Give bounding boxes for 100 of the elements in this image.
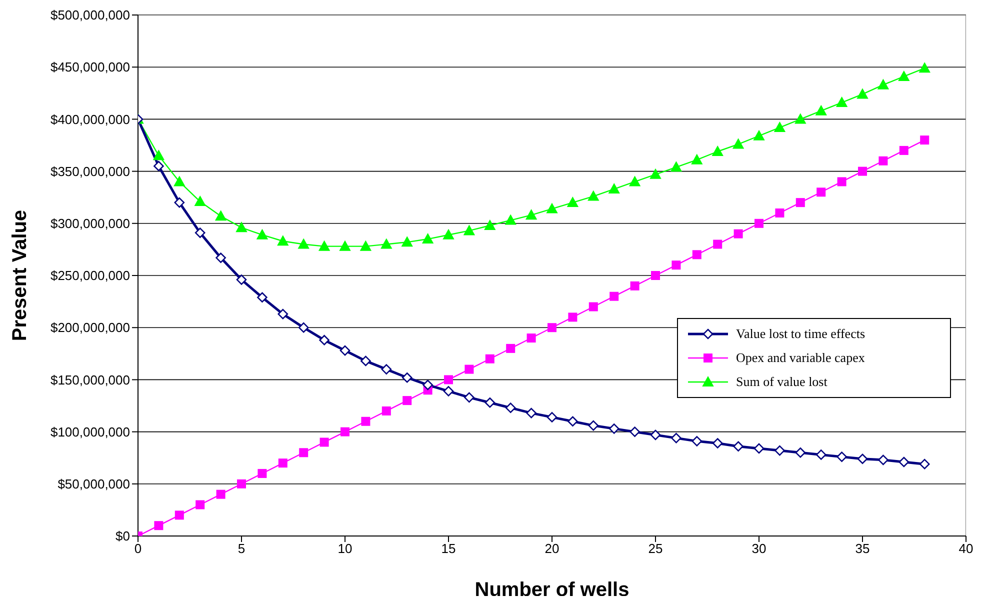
point — [319, 334, 330, 346]
point — [692, 436, 702, 446]
point — [174, 510, 184, 520]
point — [670, 162, 682, 172]
point — [899, 146, 908, 155]
point — [464, 392, 474, 403]
point — [381, 364, 392, 374]
y-axis-title: Present Value — [9, 210, 31, 342]
point — [402, 372, 412, 383]
point — [485, 354, 494, 364]
point — [154, 160, 164, 172]
point — [216, 490, 226, 499]
point — [857, 88, 868, 99]
point — [216, 252, 226, 263]
y-tick-label: $500,000,000 — [50, 8, 130, 23]
y-tick-label: $200,000,000 — [50, 320, 130, 336]
point — [878, 79, 889, 90]
legend-label: Value lost to time effects — [736, 326, 866, 342]
point — [236, 222, 247, 232]
point — [237, 479, 246, 488]
point — [567, 197, 578, 208]
legend-label: Opex and variable capex — [736, 350, 865, 366]
point — [153, 150, 164, 160]
point — [733, 441, 744, 452]
point — [795, 447, 806, 458]
point — [174, 176, 185, 186]
point — [671, 432, 682, 444]
legend-label: Sum of value lost — [736, 374, 828, 390]
y-tick-label: $150,000,000 — [50, 372, 130, 388]
point — [816, 105, 827, 116]
point — [298, 238, 310, 249]
point — [857, 454, 868, 464]
point — [320, 438, 329, 447]
point — [650, 168, 661, 179]
point — [546, 412, 558, 422]
point — [774, 122, 786, 132]
x-tick-label: 30 — [752, 541, 766, 556]
point — [610, 292, 619, 301]
point — [257, 292, 268, 303]
point — [878, 454, 888, 466]
point — [568, 416, 578, 427]
point — [402, 236, 413, 247]
y-tick-label: $300,000,000 — [50, 216, 130, 232]
point — [194, 228, 206, 238]
y-tick-label: $350,000,000 — [50, 164, 130, 179]
point — [732, 138, 744, 149]
point — [651, 271, 660, 280]
point — [382, 406, 391, 416]
point — [318, 240, 330, 251]
point — [546, 203, 558, 214]
x-tick-label: 35 — [855, 541, 870, 556]
point — [858, 166, 867, 176]
x-tick-label: 10 — [338, 541, 352, 556]
point — [402, 396, 412, 406]
point — [278, 308, 288, 320]
point — [836, 452, 847, 462]
y-tick-label: $450,000,000 — [50, 60, 130, 75]
point — [526, 408, 536, 418]
point — [919, 62, 930, 73]
y-tick-label: $400,000,000 — [50, 112, 130, 127]
point — [692, 250, 702, 260]
point — [256, 229, 268, 240]
point — [443, 386, 454, 396]
point — [505, 214, 516, 225]
point — [588, 190, 599, 201]
point — [629, 176, 640, 186]
point — [277, 236, 288, 246]
point — [506, 344, 516, 353]
point — [361, 416, 370, 426]
point — [422, 380, 433, 390]
point — [713, 240, 722, 249]
y-tick-label: $100,000,000 — [50, 424, 130, 440]
point — [898, 70, 910, 81]
point — [796, 198, 805, 208]
x-axis-title: Number of wells — [474, 579, 630, 601]
point — [340, 345, 350, 356]
point — [754, 218, 764, 228]
point — [196, 500, 205, 510]
point — [774, 445, 785, 456]
y-tick-label: $250,000,000 — [50, 268, 130, 284]
point — [174, 197, 185, 208]
point — [464, 225, 475, 236]
point — [505, 402, 516, 413]
point — [837, 177, 846, 186]
point — [422, 234, 434, 244]
point — [691, 154, 702, 164]
x-tick-label: 40 — [958, 541, 974, 556]
point — [816, 450, 826, 460]
point — [650, 430, 661, 440]
x-tick-label: 15 — [441, 541, 456, 556]
point — [526, 334, 536, 343]
point — [630, 281, 640, 290]
point — [464, 364, 474, 374]
point — [754, 443, 764, 454]
point — [672, 260, 681, 270]
y-tick-label: $0 — [116, 528, 130, 544]
point — [712, 146, 724, 156]
point — [794, 114, 806, 124]
point — [920, 136, 930, 145]
x-tick-label: 20 — [544, 541, 560, 556]
